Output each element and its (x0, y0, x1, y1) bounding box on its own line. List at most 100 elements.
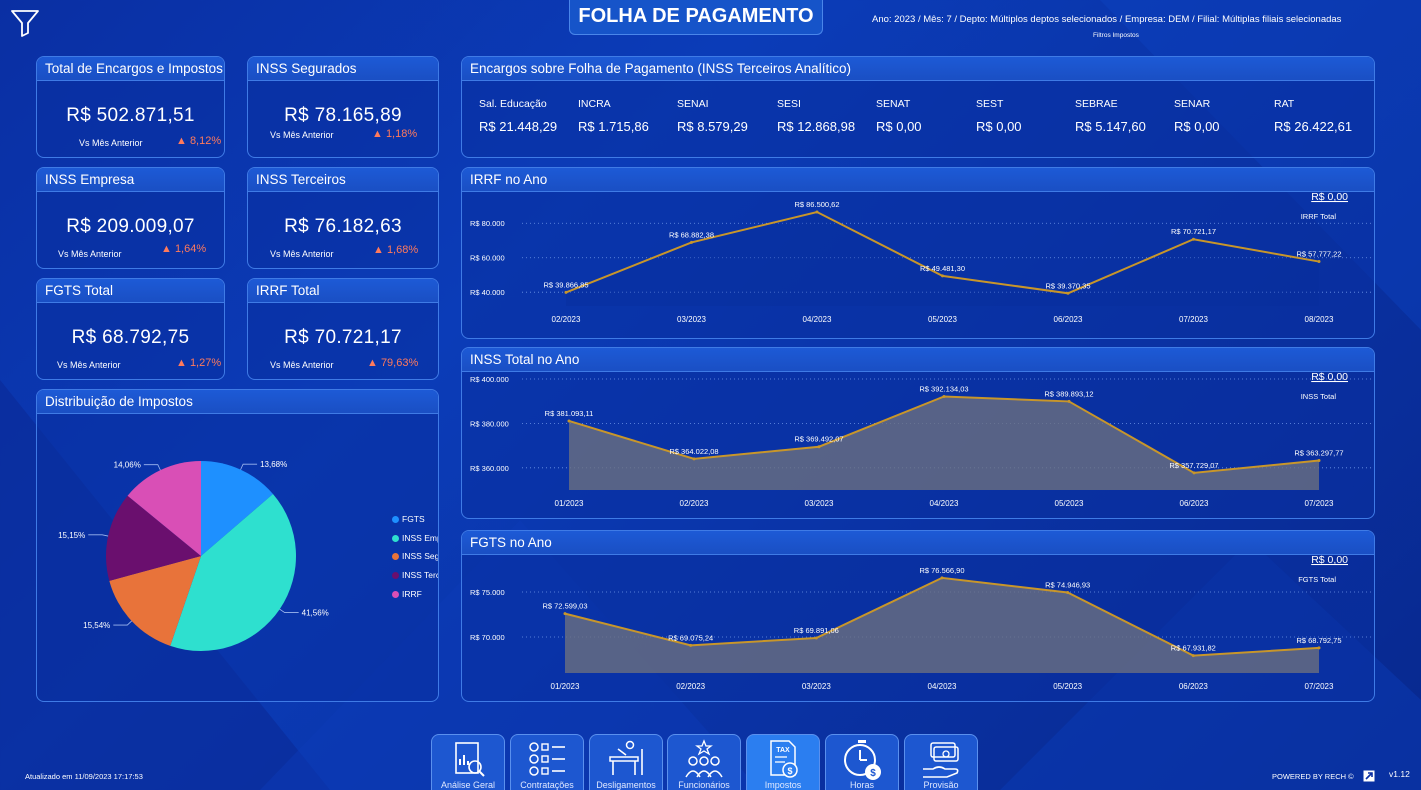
pie-slice[interactable] (201, 461, 273, 556)
nav-desligamentos[interactable]: Desligamentos (589, 734, 663, 790)
legend-dot (392, 571, 399, 579)
legend-inss-terceiros[interactable]: INSS Terceiros (392, 570, 439, 580)
svg-text:$: $ (787, 766, 792, 776)
encargos-title: Encargos sobre Folha de Pagamento (INSS … (462, 57, 1374, 81)
data-point[interactable] (941, 274, 944, 278)
encargo-value: R$ 21.448,29 (479, 119, 558, 134)
legend-inss-segurados[interactable]: INSS Segurados (392, 551, 438, 561)
data-point[interactable] (1066, 590, 1070, 594)
data-label: R$ 68.882,38 (669, 230, 714, 239)
data-point[interactable] (563, 612, 567, 616)
legend-fgts[interactable]: FGTS (392, 514, 425, 524)
legend-irrf[interactable]: IRRF (392, 589, 422, 599)
x-tick-label: 05/2023 (1053, 682, 1082, 691)
kpi-compare-value: ▲ 1,27% (176, 357, 222, 369)
data-point[interactable] (1191, 654, 1195, 658)
stopwatch-icon: $ (844, 740, 881, 780)
data-point[interactable] (814, 636, 818, 640)
data-point[interactable] (1066, 291, 1070, 295)
legend-inss-empresa[interactable]: INSS Empresa (392, 533, 438, 543)
checklist-icon (529, 742, 565, 776)
kpi-value: R$ 209.009,07 (66, 216, 195, 237)
data-point[interactable] (815, 210, 819, 214)
kpi-title: INSS Segurados (248, 57, 438, 81)
x-tick-label: 01/2023 (555, 499, 584, 508)
kpi-title: IRRF Total (248, 279, 438, 303)
data-point[interactable] (564, 290, 568, 294)
data-point[interactable] (690, 240, 693, 244)
x-tick-label: 02/2023 (676, 682, 705, 691)
data-point[interactable] (1192, 237, 1195, 241)
x-tick-label: 04/2023 (930, 499, 959, 508)
data-point[interactable] (1317, 458, 1321, 462)
nav-label: Contratações (520, 780, 574, 790)
x-tick-label: 07/2023 (1179, 315, 1208, 324)
pie-leader-line (113, 620, 132, 626)
kpi-title: Total de Encargos e Impostos (37, 57, 224, 81)
filter-icon[interactable] (10, 9, 40, 37)
nav-impostos[interactable]: TAX $ Impostos (746, 734, 820, 790)
filters-link[interactable]: Filtros Impostos (1093, 32, 1139, 39)
x-tick-label: 01/2023 (551, 682, 580, 691)
nav-label: Análise Geral (440, 780, 496, 790)
area-fill (565, 577, 1319, 673)
data-point[interactable] (1192, 471, 1196, 475)
kpi-compare-label: Vs Mês Anterior (57, 360, 121, 370)
updated-timestamp: Atualizado em 11/09/2023 17:17:53 (25, 772, 143, 781)
data-label: R$ 86.500,62 (794, 200, 839, 209)
data-point[interactable] (1317, 646, 1321, 650)
pie-label: 15,15% (58, 531, 85, 540)
data-point[interactable] (692, 457, 696, 461)
encargo-label: SENAI (677, 98, 709, 110)
data-point[interactable] (942, 394, 946, 398)
nav-horas[interactable]: $ Horas (825, 734, 899, 790)
y-tick-label: R$ 80.000 (470, 219, 505, 228)
report-search-icon (455, 742, 485, 777)
area-fill (569, 396, 1319, 490)
data-point[interactable] (567, 419, 571, 423)
x-tick-label: 02/2023 (680, 499, 709, 508)
data-point[interactable] (817, 445, 821, 449)
y-tick-label: R$ 380.000 (470, 419, 509, 428)
x-tick-label: 06/2023 (1179, 682, 1208, 691)
encargo-label: SENAT (876, 98, 911, 110)
pie-slice[interactable] (105, 495, 201, 581)
x-tick-label: 07/2023 (1305, 499, 1334, 508)
card-total-value: R$ 0,00 (1311, 555, 1348, 566)
nav-contratacoes[interactable]: Contratações (510, 734, 584, 790)
x-tick-label: 02/2023 (552, 315, 581, 324)
y-tick-label: R$ 70.000 (470, 633, 505, 642)
area-fill (566, 212, 1319, 306)
pie-slice[interactable] (170, 493, 296, 651)
data-label: R$ 72.599,03 (542, 602, 587, 611)
data-point[interactable] (1317, 260, 1321, 264)
data-point[interactable] (1067, 399, 1071, 403)
data-point[interactable] (689, 643, 693, 647)
encargo-value: R$ 0,00 (976, 119, 1022, 134)
encargo-label: SESI (777, 98, 801, 110)
kpi-value: R$ 76.182,63 (284, 216, 402, 237)
card-total-value: R$ 0,00 (1311, 372, 1348, 383)
nav-label: Impostos (764, 780, 802, 790)
pie-label: 14,06% (114, 461, 141, 470)
nav-provisao[interactable]: Provisão (904, 734, 978, 790)
nav-funcionarios[interactable]: Funcionários (667, 734, 741, 790)
y-tick-label: R$ 60.000 (470, 254, 505, 263)
share-icon[interactable] (1363, 770, 1375, 782)
pie-label: 41,56% (302, 609, 329, 618)
kpi-title: FGTS Total (37, 279, 224, 303)
kpi-compare-label: Vs Mês Anterior (270, 360, 334, 370)
x-tick-label: 05/2023 (1055, 499, 1084, 508)
desk-exit-icon (609, 740, 643, 775)
pie-slice[interactable] (127, 461, 201, 556)
y-tick-label: R$ 400.000 (470, 375, 509, 384)
encargo-value: R$ 12.868,98 (777, 119, 856, 134)
nav-analise-geral[interactable]: Análise Geral (431, 734, 505, 790)
x-tick-label: 06/2023 (1054, 315, 1083, 324)
legend-label: INSS Terceiros (402, 570, 439, 580)
data-point[interactable] (940, 576, 944, 580)
encargo-label: Sal. Educação (479, 98, 547, 110)
kpi-inss-empresa-card: INSS Empresa R$ 209.009,07 Vs Mês Anteri… (36, 167, 225, 269)
pie-slice[interactable] (109, 556, 201, 646)
kpi-compare-value: ▲ 1,68% (373, 244, 419, 256)
